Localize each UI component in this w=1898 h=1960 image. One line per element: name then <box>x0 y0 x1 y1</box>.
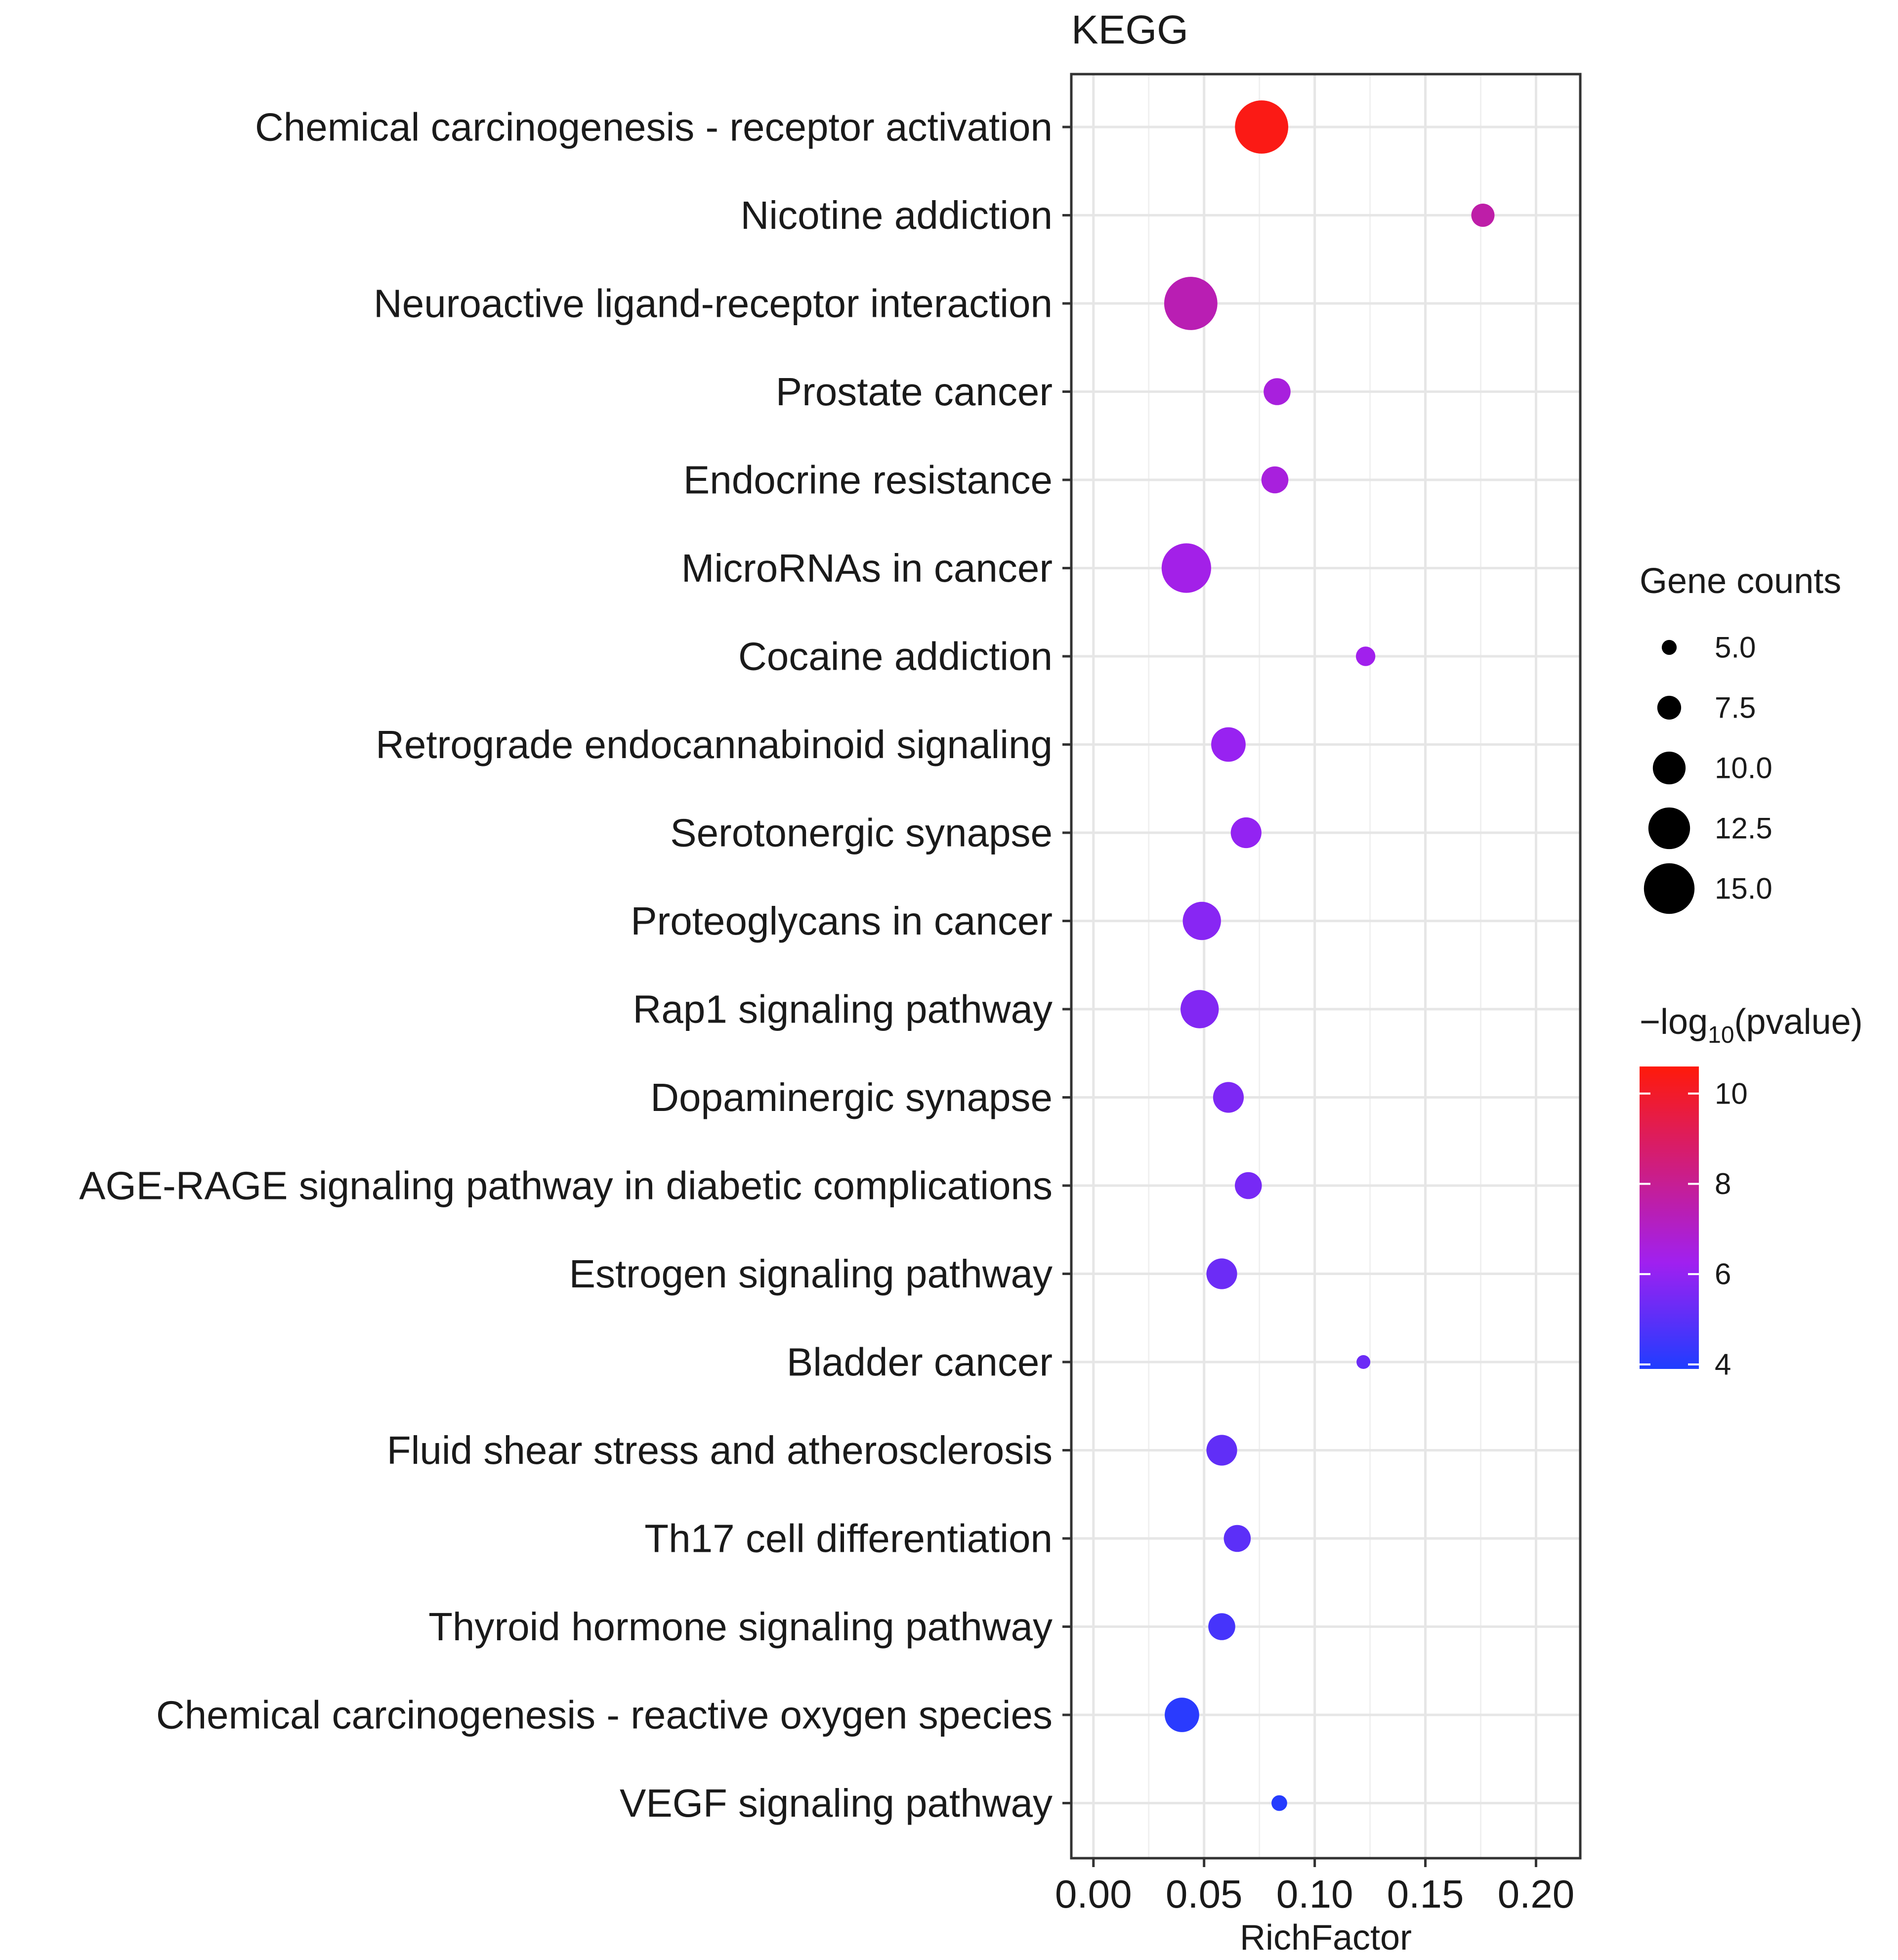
data-point <box>1208 1613 1235 1640</box>
size-legend-dot <box>1644 863 1695 914</box>
pathway-label: Fluid shear stress and atherosclerosis <box>387 1428 1053 1472</box>
size-legend-label: 12.5 <box>1715 812 1772 845</box>
x-tick-label: 0.05 <box>1166 1872 1243 1916</box>
x-axis: 0.00 0.05 0.10 0.15 0.20 <box>1055 1858 1574 1916</box>
data-point <box>1271 1795 1287 1811</box>
data-point <box>1230 817 1262 849</box>
pathway-label: Rap1 signaling pathway <box>633 987 1053 1031</box>
size-legend-dot <box>1652 751 1686 785</box>
color-legend-label: 10 <box>1715 1077 1748 1110</box>
x-axis-title: RichFactor <box>1240 1918 1412 1958</box>
color-bar <box>1640 1066 1699 1369</box>
x-tick-label: 0.20 <box>1498 1872 1575 1916</box>
pathway-label: Chemical carcinogenesis - receptor activ… <box>255 105 1053 149</box>
data-point <box>1471 204 1495 227</box>
data-point <box>1161 543 1211 593</box>
data-point <box>1165 1698 1199 1732</box>
size-legend: Gene counts 5.0 7.5 10.0 12.5 15.0 <box>1640 561 1841 914</box>
pathway-label: Neuroactive ligand-receptor interaction <box>374 282 1053 326</box>
pathway-label: Proteoglycans in cancer <box>631 899 1053 943</box>
pathway-label: Serotonergic synapse <box>670 811 1053 855</box>
data-point <box>1264 378 1291 405</box>
size-legend-dot <box>1657 695 1682 720</box>
pathway-label: MicroRNAs in cancer <box>681 546 1053 590</box>
data-point <box>1182 901 1221 940</box>
pathway-label: Estrogen signaling pathway <box>569 1252 1053 1296</box>
size-legend-label: 15.0 <box>1715 872 1772 905</box>
color-legend-title-prefix: −log <box>1640 1002 1708 1042</box>
data-point <box>1181 990 1219 1028</box>
data-point <box>1355 646 1376 666</box>
data-points <box>1161 100 1495 1811</box>
pathway-label: Retrograde endocannabinoid signaling <box>376 723 1053 767</box>
color-legend-label: 4 <box>1715 1348 1731 1381</box>
x-tick-label: 0.10 <box>1276 1872 1353 1916</box>
pathway-label: Cocaine addiction <box>738 635 1053 679</box>
pathway-label: Prostate cancer <box>776 370 1053 414</box>
pathway-label: Bladder cancer <box>787 1340 1053 1384</box>
pathway-label: VEGF signaling pathway <box>620 1781 1053 1825</box>
pathway-label: AGE-RAGE signaling pathway in diabetic c… <box>79 1164 1053 1208</box>
size-legend-label: 5.0 <box>1715 631 1756 664</box>
pathway-label: Endocrine resistance <box>683 458 1053 502</box>
chart-title: KEGG <box>1071 7 1188 52</box>
color-legend-label: 8 <box>1715 1167 1731 1200</box>
size-legend-title: Gene counts <box>1640 561 1841 601</box>
size-legend-dot <box>1661 639 1677 655</box>
size-legend-label: 7.5 <box>1715 691 1756 724</box>
data-point <box>1234 1172 1262 1199</box>
x-tick-label: 0.00 <box>1055 1872 1132 1916</box>
gridlines <box>1071 74 1580 1858</box>
pathway-label: Nicotine addiction <box>741 193 1053 237</box>
size-legend-label: 10.0 <box>1715 752 1772 785</box>
color-legend-title-subscript: 10 <box>1708 1022 1734 1048</box>
data-point <box>1211 727 1246 762</box>
data-point <box>1235 100 1289 154</box>
y-axis: Chemical carcinogenesis - receptor activ… <box>79 105 1071 1825</box>
size-legend-dot <box>1648 807 1690 850</box>
data-point <box>1261 466 1289 494</box>
pathway-label: Dopaminergic synapse <box>650 1075 1053 1119</box>
pathway-label: Thyroid hormone signaling pathway <box>428 1605 1053 1649</box>
x-tick-label: 0.15 <box>1387 1872 1464 1916</box>
data-point <box>1356 1355 1371 1369</box>
data-point <box>1206 1435 1237 1466</box>
color-legend-label: 6 <box>1715 1258 1731 1291</box>
panel-border <box>1070 73 1582 1860</box>
data-point <box>1213 1082 1244 1113</box>
color-legend-title: −log10(pvalue) <box>1640 1002 1863 1048</box>
data-point <box>1223 1525 1251 1552</box>
data-point <box>1206 1258 1237 1289</box>
panel-background <box>1071 74 1580 1858</box>
pathway-label: Th17 cell differentiation <box>644 1517 1053 1561</box>
color-legend-title-suffix: (pvalue) <box>1734 1002 1863 1042</box>
data-point <box>1164 277 1218 330</box>
pathway-label: Chemical carcinogenesis - reactive oxyge… <box>156 1693 1053 1737</box>
